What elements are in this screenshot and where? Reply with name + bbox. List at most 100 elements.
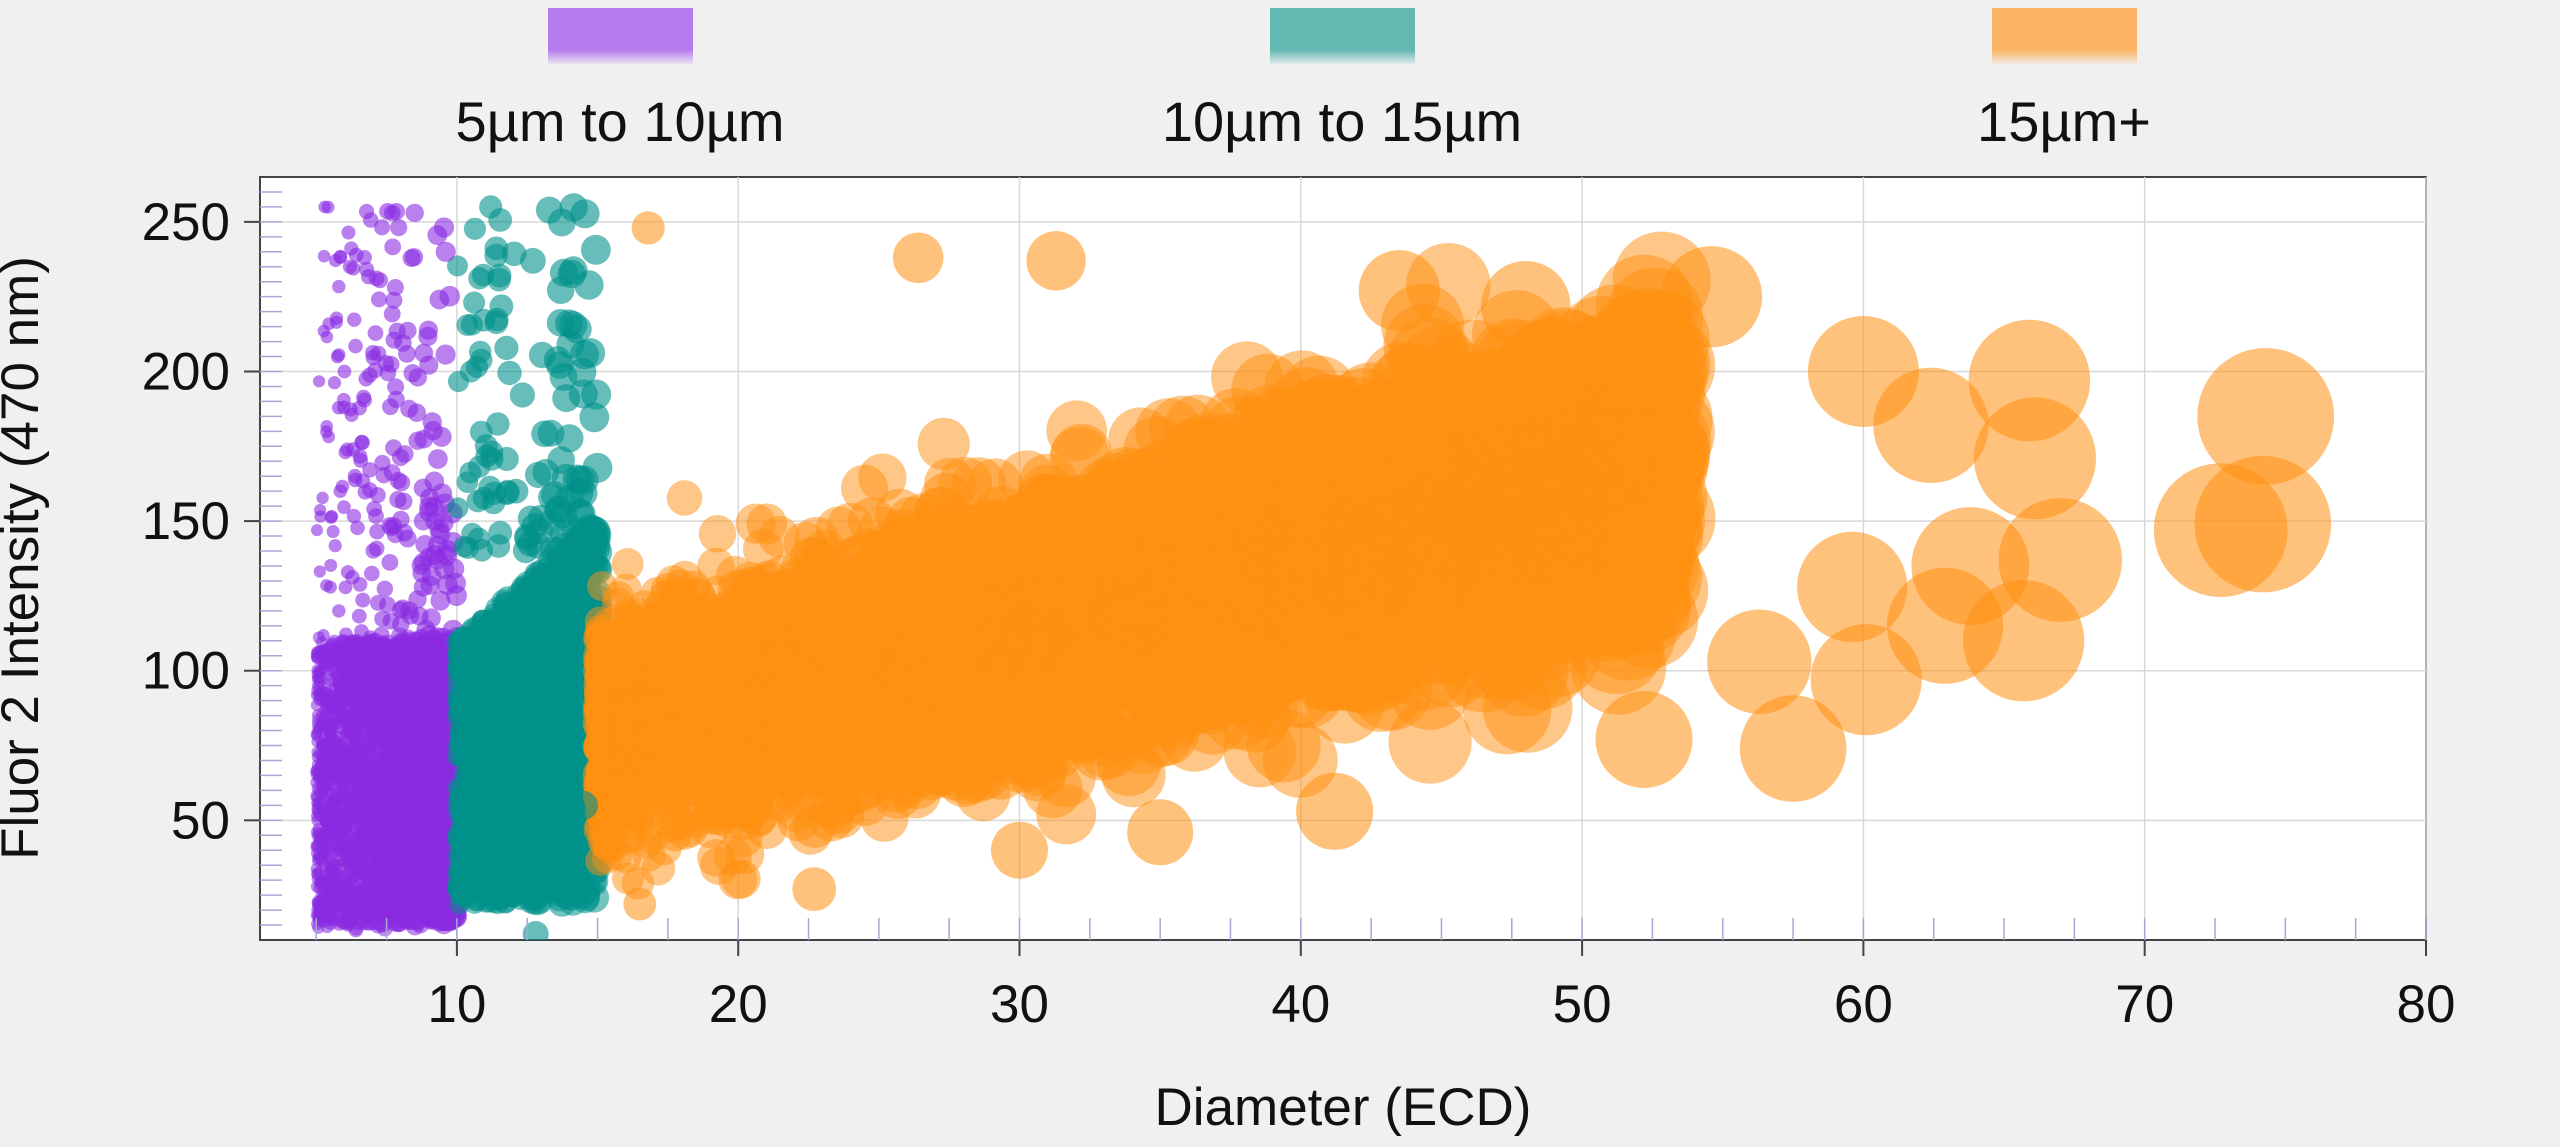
point-5-10 [346, 888, 361, 903]
point-5-10 [317, 629, 330, 642]
point-10-15 [497, 360, 522, 386]
point-5-10 [347, 312, 362, 327]
point-5-10 [387, 740, 406, 758]
point-5-10 [313, 664, 326, 677]
point-5-10 [310, 839, 323, 852]
point-5-10 [398, 345, 416, 363]
point-5-10 [314, 798, 327, 811]
point-10-15 [581, 234, 611, 265]
point-10-15 [463, 291, 486, 314]
point-5-10 [366, 501, 383, 517]
legend-label: 5µm to 10µm [455, 90, 784, 153]
point-5-10 [327, 376, 342, 390]
point-5-10 [344, 407, 359, 422]
point-5-10 [411, 555, 431, 575]
point-5-10 [428, 449, 448, 469]
point-10-15 [463, 217, 486, 240]
point-5-10 [425, 867, 446, 887]
point-5-10 [325, 509, 339, 523]
point-5-10 [311, 645, 324, 658]
legend-swatch-orange [1992, 8, 2137, 64]
point-5-10 [327, 794, 341, 808]
legend: 5µm to 10µm 10µm to 15µm 15µm+ [455, 8, 2151, 153]
point-10-15 [549, 736, 577, 765]
point-10-15 [485, 755, 510, 779]
point-5-10 [400, 862, 419, 880]
point-5-10 [376, 580, 393, 597]
point-5-10 [357, 392, 372, 408]
legend-swatch-teal [1270, 8, 1415, 64]
point-5-10 [340, 825, 355, 840]
point-5-10 [317, 324, 330, 338]
point-5-10 [410, 773, 430, 793]
point-10-15 [448, 692, 470, 714]
point-5-10 [421, 641, 441, 662]
point-5-10 [332, 279, 346, 294]
point-10-15 [474, 434, 498, 457]
point-5-10 [407, 883, 426, 903]
point-5-10 [326, 525, 340, 538]
point-5-10 [422, 808, 443, 828]
point-10-15 [461, 522, 484, 545]
point-5-10 [333, 907, 348, 921]
point-10-15 [447, 745, 468, 767]
point-5-10 [433, 217, 455, 238]
point-5-10 [363, 212, 379, 228]
point-5-10 [333, 744, 347, 758]
point-5-10 [385, 291, 403, 309]
point-5-10 [403, 364, 422, 383]
point-5-10 [316, 491, 329, 505]
point-5-10 [320, 425, 333, 439]
point-10-15 [492, 592, 517, 617]
point-5-10 [338, 580, 353, 595]
point-5-10 [315, 709, 329, 722]
point-5-10 [443, 558, 465, 580]
point-5-10 [386, 526, 404, 544]
point-5-10 [385, 439, 403, 457]
point-5-10 [314, 850, 327, 863]
point-5-10 [322, 910, 336, 924]
point-5-10 [381, 554, 399, 571]
point-5-10 [312, 722, 325, 735]
point-5-10 [348, 696, 364, 711]
point-5-10 [354, 785, 369, 800]
point-5-10 [350, 520, 365, 536]
point-10-15 [449, 819, 471, 842]
point-10-15 [447, 656, 469, 678]
point-10-15 [570, 199, 600, 229]
point-5-10 [357, 900, 373, 916]
point-5-10 [414, 429, 434, 449]
point-5-10 [408, 677, 428, 697]
point-5-10 [430, 783, 451, 804]
point-5-10 [311, 524, 323, 537]
point-5-10 [313, 565, 326, 578]
point-10-15 [544, 496, 572, 524]
point-5-10 [400, 399, 419, 418]
point-5-10 [377, 847, 395, 865]
point-5-10 [398, 321, 417, 340]
point-5-10 [348, 338, 363, 354]
point-10-15 [517, 505, 544, 532]
point-5-10 [360, 740, 376, 756]
point-10-15 [549, 363, 578, 391]
point-5-10 [342, 663, 357, 678]
point-10-15 [502, 835, 528, 860]
point-5-10 [365, 349, 382, 366]
point-5-10 [339, 627, 353, 642]
point-5-10 [318, 826, 332, 840]
point-10-15 [447, 497, 469, 519]
point-5-10 [372, 802, 389, 819]
point-5-10 [355, 592, 371, 608]
point-5-10 [344, 675, 359, 690]
legend-swatch-purple [548, 8, 693, 64]
point-5-10 [371, 291, 387, 308]
point-5-10 [362, 855, 378, 871]
point-10-15 [526, 794, 553, 821]
point-10-15 [533, 573, 561, 601]
legend-item-10-15: 10µm to 15µm [1162, 8, 1522, 153]
point-15-plus [698, 515, 737, 553]
point-5-10 [435, 344, 456, 365]
data-points [310, 193, 2335, 940]
point-5-10 [420, 575, 440, 595]
